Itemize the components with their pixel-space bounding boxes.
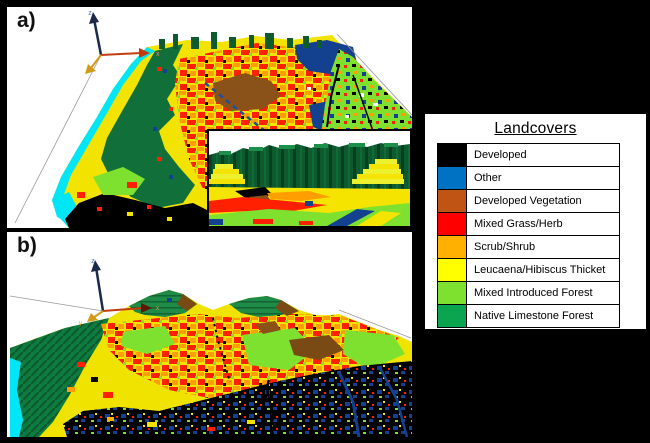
legend-row-label: Developed	[474, 149, 527, 161]
legend-swatch-scrub-shrub	[438, 236, 467, 258]
legend-swatch-mixed-introduced-forest	[438, 282, 467, 304]
legend-row: Developed	[438, 144, 619, 166]
blue-roads	[337, 365, 409, 437]
z-axis-arrow	[89, 12, 99, 24]
skyline-trees	[159, 32, 322, 49]
z-axis-label: z	[88, 10, 92, 17]
legend-row: Native Limestone Forest	[438, 304, 619, 327]
box-edge-right	[336, 33, 412, 116]
slope-speckles	[67, 362, 255, 431]
legend-row: Mixed Grass/Herb	[438, 212, 619, 235]
z-axis-label-b: z	[91, 258, 95, 265]
panel-b: b)	[7, 232, 412, 437]
legend-row-label: Leucaena/Hibiscus Thicket	[474, 264, 606, 276]
drape-terrain-b	[10, 290, 412, 437]
inset-voxel-scene	[209, 143, 410, 226]
inset-canopy-highlights	[219, 143, 398, 155]
legend-swatch-developed	[438, 144, 467, 166]
grass-speckles	[77, 67, 173, 221]
developed-zone-b	[63, 361, 412, 437]
legend-table: Developed Other Developed Vegetation Mix…	[437, 143, 620, 328]
legend-swatch-leucaena-hibiscus-thicket	[438, 259, 467, 281]
axis-triad-b: z x y	[79, 258, 159, 327]
developed-zone	[65, 193, 217, 228]
legend-swatch-mixed-grass-herb	[438, 213, 467, 235]
legend-row: Leucaena/Hibiscus Thicket	[438, 258, 619, 281]
legend-row: Developed Vegetation	[438, 189, 619, 212]
legend-row: Mixed Introduced Forest	[438, 281, 619, 304]
legend-title: Landcovers	[494, 120, 577, 137]
inset-right-terraces	[352, 159, 404, 184]
road-lines	[326, 64, 374, 132]
coastline-water-b	[10, 358, 23, 437]
bounding-box-lines-b	[9, 295, 412, 339]
native-forest-band	[101, 44, 195, 208]
legend-swatch-native-limestone-forest	[438, 305, 467, 327]
landcover-legend: Landcovers Developed Other Developed Veg…	[423, 112, 648, 331]
panel-a-inset-zoom	[207, 129, 412, 228]
panel-a-label: a)	[17, 9, 36, 32]
legend-row-label: Other	[474, 172, 502, 184]
legend-swatch-other	[438, 167, 467, 189]
winding-road	[266, 379, 275, 437]
developed-vegetation-patches-b	[255, 321, 344, 360]
developed-vegetation-patch	[213, 73, 281, 111]
cloud-gaps	[307, 87, 378, 118]
legend-row-label: Mixed Introduced Forest	[474, 287, 593, 299]
hill-two	[229, 296, 299, 317]
y-axis-arrow-b	[87, 313, 98, 322]
x-axis-arrow-b	[141, 303, 152, 313]
inset-foreground	[209, 187, 410, 226]
west-forest-slope	[10, 318, 109, 437]
y-axis-label-b: y	[79, 321, 82, 327]
inset-left-terraces	[209, 164, 245, 184]
legend-row: Other	[438, 166, 619, 189]
panel-b-3d-drape-scene: z x y	[9, 258, 412, 437]
dotted-trail	[212, 317, 231, 383]
z-axis-arrow-b	[91, 260, 101, 272]
axis-triad-a: z x	[85, 10, 160, 74]
x-axis-label-b: x	[156, 306, 159, 312]
legend-swatch-developed-vegetation	[438, 190, 467, 212]
legend-row-label: Scrub/Shrub	[474, 241, 536, 253]
x-axis-arrow	[139, 48, 150, 58]
legend-row: Scrub/Shrub	[438, 235, 619, 258]
panel-b-label: b)	[17, 234, 37, 257]
x-axis-label: x	[156, 51, 160, 58]
legend-row-label: Mixed Grass/Herb	[474, 218, 563, 230]
legend-row-label: Native Limestone Forest	[474, 310, 594, 322]
y-axis-arrow	[85, 64, 96, 74]
legend-row-label: Developed Vegetation	[474, 195, 582, 207]
